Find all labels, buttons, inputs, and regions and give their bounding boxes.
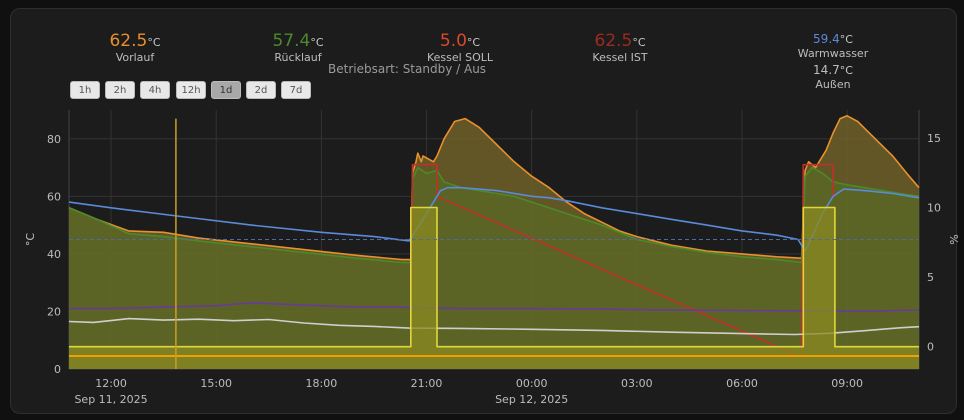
warmwasser-label: Warmwasser	[797, 47, 869, 60]
stat-kessel-soll: 5.0°C Kessel SOLL	[410, 31, 510, 64]
range-button-1d[interactable]: 1d	[211, 81, 241, 99]
range-button-2d[interactable]: 2d	[246, 81, 276, 99]
stat-vorlauf: 62.5°C Vorlauf	[95, 31, 175, 64]
x-tick-label: 06:00	[726, 377, 758, 390]
x-tick-label: 03:00	[621, 377, 653, 390]
stat-aussen: 14.7°C Außen	[788, 59, 878, 91]
series-line-6	[69, 206, 919, 348]
aussen-unit: °C	[839, 64, 853, 77]
y-tick-left-label: 20	[47, 305, 61, 318]
x-tick-label: 12:00	[95, 377, 127, 390]
kessel-soll-label: Kessel SOLL	[426, 51, 494, 64]
vorlauf-value: 62.5	[109, 31, 148, 51]
aussen-value: 14.7	[813, 63, 840, 77]
x-tick-label: 18:00	[306, 377, 338, 390]
x-tick-date-label: Sep 12, 2025	[495, 393, 568, 406]
y-tick-left-label: 60	[47, 190, 61, 203]
stat-warmwasser: 59.4°C Warmwasser	[788, 28, 878, 60]
y-axis-right-title: %	[947, 234, 960, 244]
series-line-1	[68, 166, 920, 264]
range-button-4h[interactable]: 4h	[140, 81, 170, 99]
y-tick-left-label: 40	[47, 248, 61, 261]
range-button-2h[interactable]: 2h	[105, 81, 135, 99]
vorlauf-label: Vorlauf	[115, 51, 155, 64]
series-area-1	[69, 167, 919, 369]
kessel-ist-label: Kessel IST	[592, 51, 648, 64]
y-tick-left-label: 0	[54, 363, 61, 376]
y-tick-right-label: 0	[927, 341, 934, 354]
series-line-0	[68, 115, 920, 261]
mode-status: Betriebsart: Standby / Aus	[328, 62, 487, 76]
x-tick-label: 00:00	[516, 377, 548, 390]
range-button-7d[interactable]: 7d	[281, 81, 311, 99]
x-tick-label: 09:00	[831, 377, 863, 390]
y-tick-left-label: 80	[47, 133, 61, 146]
range-button-12h[interactable]: 12h	[176, 81, 206, 99]
y-tick-right-label: 15	[927, 132, 941, 145]
warmwasser-value: 59.4	[813, 32, 840, 46]
aussen-label: Außen	[815, 78, 851, 91]
series-line-4	[69, 301, 920, 312]
y-axis-left-title: °C	[24, 233, 37, 247]
series-line-2	[410, 163, 834, 359]
kessel-ist-unit: °C	[632, 36, 646, 49]
x-tick-label: 15:00	[200, 377, 232, 390]
kessel-soll-value: 5.0	[439, 31, 467, 51]
kessel-ist-value: 62.5	[594, 31, 633, 51]
ruecklauf-value: 57.4	[272, 31, 311, 51]
warmwasser-unit: °C	[839, 33, 853, 46]
kessel-soll-unit: °C	[466, 36, 481, 49]
series-area-6	[69, 207, 919, 369]
stat-ruecklauf: 57.4°C Rücklauf	[258, 31, 338, 64]
y-tick-right-label: 10	[927, 201, 941, 214]
stat-kessel-ist: 62.5°C Kessel IST	[575, 31, 665, 64]
ruecklauf-unit: °C	[310, 36, 324, 49]
ruecklauf-label: Rücklauf	[274, 51, 322, 64]
y-tick-right-label: 5	[927, 271, 934, 284]
vorlauf-unit: °C	[147, 36, 161, 49]
x-tick-label: 21:00	[411, 377, 443, 390]
x-tick-date-label: Sep 11, 2025	[74, 393, 147, 406]
range-button-1h[interactable]: 1h	[70, 81, 100, 99]
